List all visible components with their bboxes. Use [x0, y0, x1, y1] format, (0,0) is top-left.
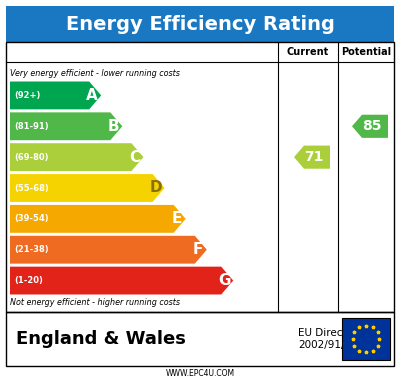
- Text: (21-38): (21-38): [14, 245, 49, 254]
- Text: C: C: [129, 150, 140, 165]
- Polygon shape: [10, 174, 164, 202]
- Text: 85: 85: [362, 119, 382, 133]
- Text: Current: Current: [287, 47, 329, 57]
- Text: Energy Efficiency Rating: Energy Efficiency Rating: [66, 14, 334, 33]
- Bar: [6, 312, 394, 366]
- Text: G: G: [218, 273, 230, 288]
- Text: (92+): (92+): [14, 91, 40, 100]
- Text: Potential: Potential: [341, 47, 391, 57]
- Text: (1-20): (1-20): [14, 276, 43, 285]
- Bar: [6, 42, 394, 312]
- Bar: [342, 318, 390, 360]
- Polygon shape: [10, 267, 233, 294]
- Polygon shape: [10, 113, 122, 140]
- Text: A: A: [86, 88, 98, 103]
- Polygon shape: [294, 146, 330, 169]
- Polygon shape: [10, 236, 207, 263]
- Polygon shape: [10, 205, 186, 233]
- Text: WWW.EPC4U.COM: WWW.EPC4U.COM: [166, 369, 234, 379]
- Text: D: D: [149, 180, 162, 196]
- Text: E: E: [172, 211, 182, 226]
- Polygon shape: [352, 115, 388, 138]
- Text: (39-54): (39-54): [14, 214, 49, 223]
- Text: F: F: [193, 242, 203, 257]
- Polygon shape: [10, 143, 144, 171]
- Text: (55-68): (55-68): [14, 184, 49, 192]
- Text: EU Directive
2002/91/EC: EU Directive 2002/91/EC: [298, 328, 362, 350]
- Text: Very energy efficient - lower running costs: Very energy efficient - lower running co…: [10, 69, 180, 78]
- Text: Not energy efficient - higher running costs: Not energy efficient - higher running co…: [10, 298, 180, 307]
- Polygon shape: [10, 81, 101, 109]
- Text: 71: 71: [304, 150, 324, 164]
- Text: (69-80): (69-80): [14, 152, 48, 162]
- Text: England & Wales: England & Wales: [16, 330, 186, 348]
- Text: (81-91): (81-91): [14, 122, 49, 131]
- Bar: [6, 6, 394, 42]
- Text: B: B: [108, 119, 119, 134]
